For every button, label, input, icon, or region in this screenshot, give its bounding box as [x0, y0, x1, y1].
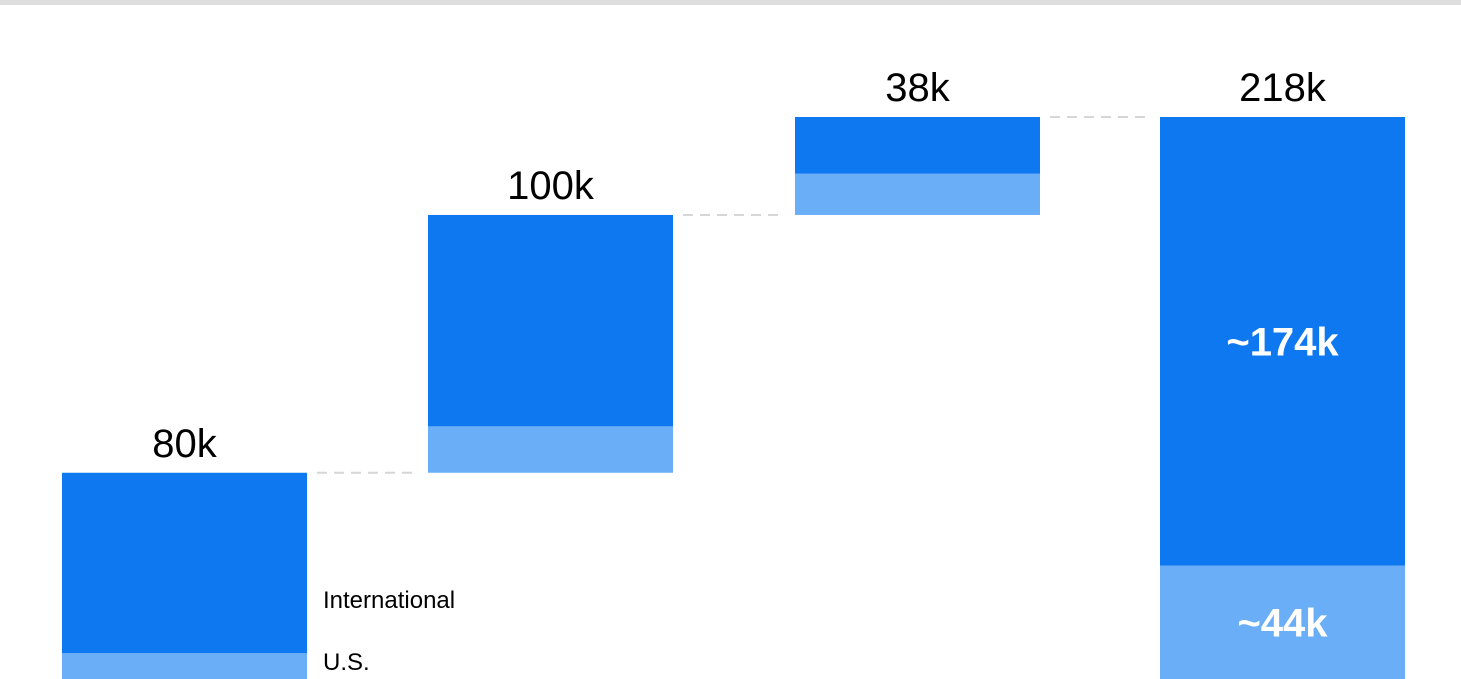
bar-4-international-segment: [1160, 116, 1405, 566]
bar-4-us-segment: [1160, 565, 1405, 679]
bar-2-us-segment: [428, 426, 673, 473]
final-bar-international-value-label: ~174k: [1226, 320, 1339, 364]
final-bar-us-value-label: ~44k: [1237, 601, 1328, 645]
bar-2-international-segment: [428, 214, 673, 427]
bar-3-total-label: 38k: [885, 66, 950, 110]
bar-1-us-segment: [62, 653, 307, 679]
bar-3-international-segment: [795, 116, 1040, 174]
bar-2-total-label: 100k: [507, 164, 595, 208]
top-divider: [0, 0, 1461, 5]
bar-4-total-label: 218k: [1239, 66, 1327, 110]
bar-3-us-segment: [795, 173, 1040, 215]
legend-label-international: International: [323, 587, 455, 614]
bar-1-total-label: 80k: [152, 422, 217, 466]
bar-1-international-segment: [62, 472, 307, 654]
legend-label-us: U.S.: [323, 649, 370, 676]
